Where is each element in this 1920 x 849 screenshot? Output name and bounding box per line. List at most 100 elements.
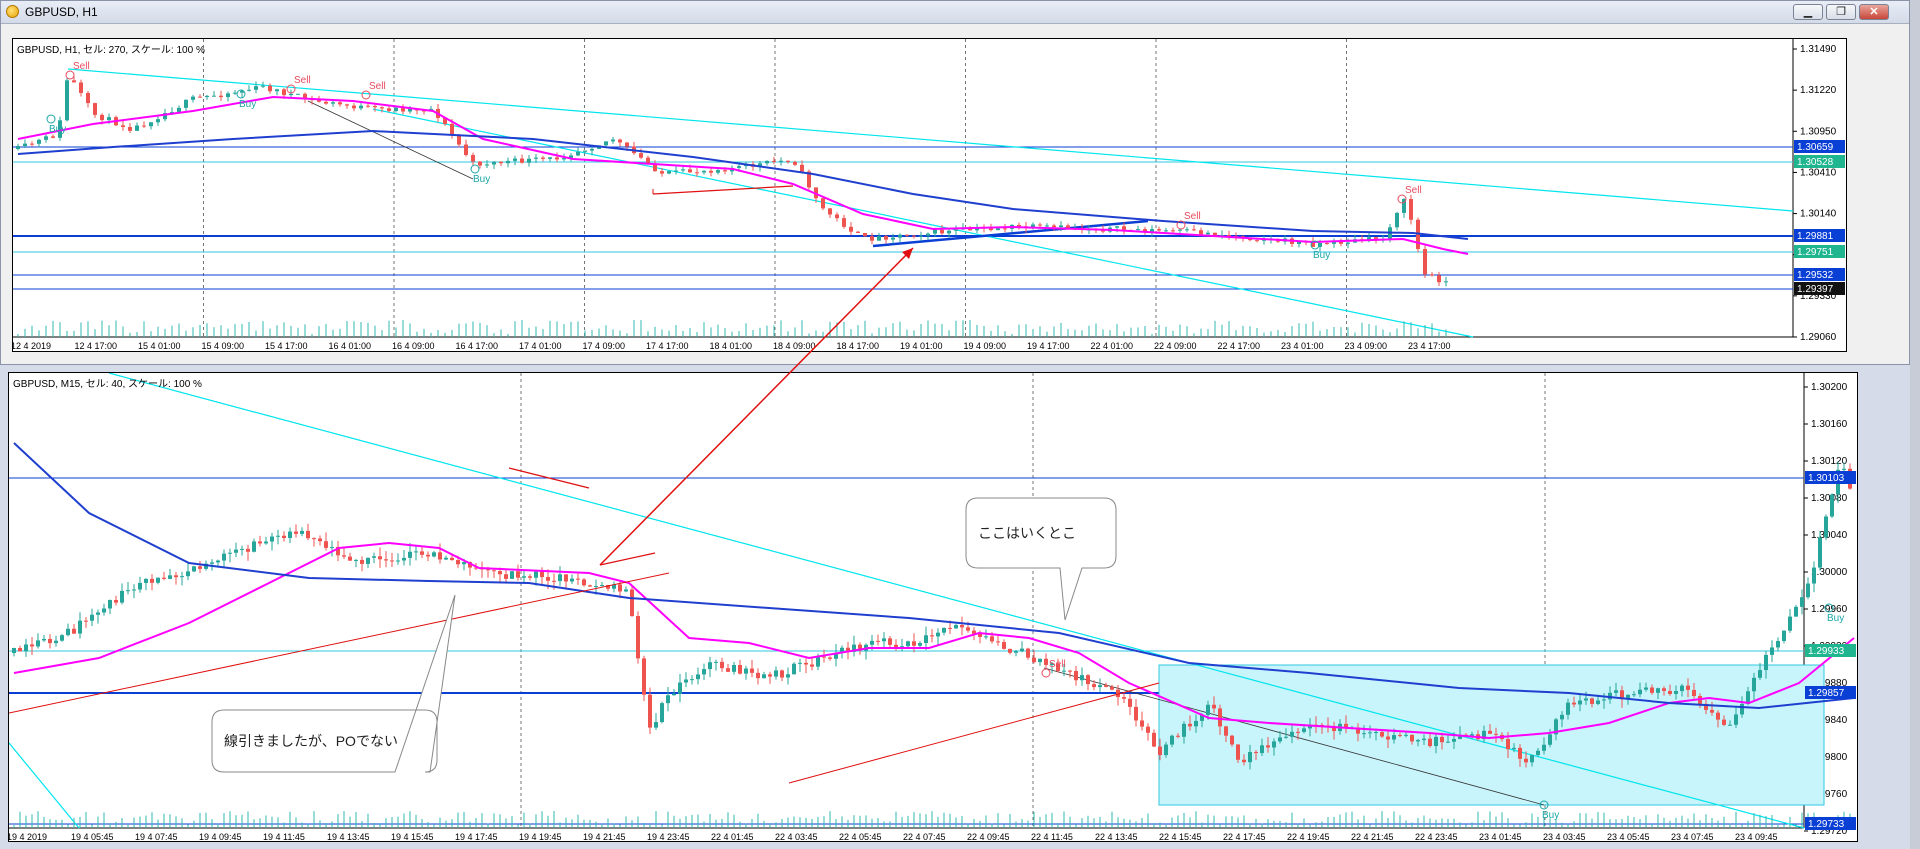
candle-body	[1380, 732, 1384, 737]
time-tick-label: 17 4 17:00	[646, 341, 689, 351]
candle-body	[84, 620, 88, 622]
window-scrollbar[interactable]	[1910, 0, 1920, 849]
chart-m15-pane[interactable]: 1.30200 1.30160 1.30120 1.30080 1.30040 1.300…	[7, 372, 1858, 842]
candle-body	[1020, 648, 1024, 652]
candle-body	[318, 538, 322, 542]
time-tick-label: 12 4 2019	[13, 341, 51, 351]
candle-body	[184, 99, 188, 108]
candle-body	[342, 555, 346, 557]
candle-body	[354, 559, 358, 561]
candle-body	[1266, 745, 1270, 748]
candle-body	[780, 670, 784, 678]
candle-body	[1068, 670, 1072, 672]
candle-body	[1794, 606, 1798, 617]
candle-body	[138, 582, 142, 590]
candle-body	[54, 640, 58, 644]
sell-signal-label: Sell	[1405, 185, 1422, 196]
candle-body	[1367, 237, 1371, 241]
candle-body	[684, 679, 688, 683]
time-tick-label: 17 4 01:00	[519, 341, 562, 351]
candle-body	[1206, 232, 1210, 235]
candle-body	[121, 125, 125, 128]
candle-body	[1392, 735, 1396, 740]
candle-body	[37, 139, 41, 144]
candle-body	[204, 563, 208, 569]
candle-body	[1164, 744, 1168, 756]
candle-body	[898, 234, 902, 238]
candle-body	[212, 95, 216, 97]
candle-body	[1572, 702, 1576, 705]
time-tick-label: 23 4 01:00	[1281, 341, 1324, 351]
buy-signal-marker	[470, 164, 480, 174]
candle-body	[870, 640, 874, 645]
candle-body	[1674, 691, 1678, 694]
candle-body	[394, 107, 398, 112]
buy-signal-marker	[1539, 800, 1549, 810]
candle-body	[300, 530, 304, 534]
candle-body	[1254, 752, 1258, 754]
chart-m15-canvas[interactable]: 1.30200 1.30160 1.30120 1.30080 1.30040 1.300…	[7, 372, 1857, 842]
candle-body	[1050, 663, 1054, 665]
chart-h1-canvas[interactable]: 1.314901.312201.309501.304101.301401.296…	[11, 39, 1846, 351]
window-titlebar[interactable]: GBPUSD, H1 ▁ ❐ ✕	[1, 1, 1909, 24]
candle-body	[275, 89, 279, 92]
moving-average-line	[17, 95, 1469, 255]
candle-body	[1602, 699, 1606, 701]
candle-body	[1362, 733, 1366, 735]
candle-body	[1134, 706, 1138, 721]
candle-body	[240, 90, 244, 93]
restore-button[interactable]: ❐	[1826, 4, 1856, 20]
candle-body	[1224, 726, 1228, 736]
candle-body	[625, 142, 629, 147]
candle-body	[498, 571, 502, 575]
price-tick-label: 1.30410	[1800, 167, 1837, 178]
candle-body	[390, 560, 394, 562]
candle-body	[198, 96, 202, 98]
chart-h1-pane[interactable]: 1.314901.312201.309501.304101.301401.296…	[11, 38, 1847, 352]
candle-body	[471, 155, 475, 162]
time-tick-label: 23 4 05:45	[1607, 832, 1650, 841]
candle-body	[1206, 704, 1210, 715]
candle-body	[258, 541, 262, 544]
candle-body	[702, 669, 706, 675]
candle-body	[289, 93, 293, 96]
candle-body	[840, 647, 844, 653]
candle-body	[402, 557, 406, 561]
minimize-button[interactable]: ▁	[1793, 4, 1823, 20]
candle-body	[513, 158, 517, 161]
time-tick-label: 19 4 17:45	[455, 832, 498, 841]
moving-average-line	[17, 129, 1469, 240]
candle-body	[1116, 689, 1120, 698]
time-tick-label: 22 4 07:45	[903, 832, 946, 841]
candle-body	[408, 108, 412, 112]
candle-body	[210, 562, 214, 564]
candle-body	[1416, 740, 1420, 742]
candle-body	[1554, 719, 1558, 735]
candle-body	[1242, 759, 1246, 763]
candle-body	[1002, 642, 1006, 649]
candle-body	[1178, 229, 1182, 231]
candle-body	[1782, 630, 1786, 642]
price-tick-label: 1.30160	[1811, 419, 1848, 430]
candle-body	[1422, 738, 1426, 741]
candle-body	[24, 644, 28, 652]
candle-body	[102, 608, 106, 613]
candle-body	[1325, 243, 1329, 245]
time-tick-label: 17 4 09:00	[583, 341, 626, 351]
close-button[interactable]: ✕	[1859, 4, 1889, 20]
time-tick-label: 19 4 13:45	[327, 832, 370, 841]
candle-body	[690, 679, 694, 681]
candle-body	[1746, 691, 1750, 704]
candle-body	[842, 218, 846, 227]
candle-body	[93, 103, 97, 115]
candle-body	[1482, 730, 1486, 740]
candle-body	[360, 559, 364, 564]
candle-body	[1536, 750, 1540, 756]
price-tag-label: 1.29881	[1797, 231, 1834, 242]
candle-body	[150, 578, 154, 583]
candle-body	[1284, 736, 1288, 738]
candle-body	[1086, 675, 1090, 685]
candle-body	[128, 127, 132, 131]
candle-body	[457, 134, 461, 145]
candle-body	[330, 546, 334, 548]
